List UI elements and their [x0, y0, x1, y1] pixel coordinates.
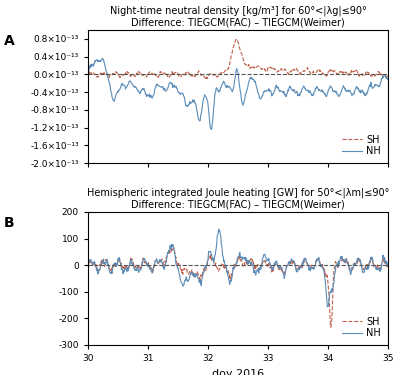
Text: B: B [4, 216, 15, 229]
SH [312, 70, 317, 75]
SH [287, 71, 292, 75]
SH [139, 71, 144, 76]
SH [172, 246, 176, 250]
SH [312, 266, 317, 270]
NH [139, 88, 144, 93]
NH [163, 264, 168, 268]
Line: SH: SH [88, 39, 388, 80]
Legend: SH, NH: SH, NH [340, 133, 383, 158]
NH [312, 264, 317, 269]
NH [263, 89, 268, 94]
NH [209, 127, 214, 132]
SH [263, 69, 268, 74]
NH [222, 258, 227, 263]
SH [163, 258, 168, 263]
SH [263, 259, 268, 264]
SH [328, 325, 333, 330]
Line: SH: SH [88, 248, 388, 327]
SH [386, 263, 390, 268]
Legend: SH, NH: SH, NH [340, 315, 383, 340]
SH [234, 37, 239, 42]
Text: A: A [4, 34, 15, 48]
NH [386, 264, 390, 268]
SH [86, 263, 90, 267]
NH [100, 56, 105, 60]
NH [312, 89, 317, 93]
SH [222, 70, 227, 74]
NH [86, 69, 90, 74]
SH [286, 261, 291, 265]
NH [222, 81, 227, 86]
SH [163, 70, 168, 75]
SH [86, 72, 90, 77]
SH [386, 73, 390, 78]
NH [287, 85, 292, 90]
NH [263, 254, 268, 258]
SH [204, 77, 208, 82]
NH [286, 260, 291, 264]
NH [325, 304, 330, 309]
SH [139, 265, 144, 269]
NH [86, 261, 90, 265]
Title: Hemispheric integrated Joule heating [GW] for 50°<|λm|≤90°
Difference: TIEGCM(FA: Hemispheric integrated Joule heating [GW… [87, 188, 389, 210]
NH [163, 89, 168, 93]
SH [222, 266, 227, 270]
Title: Night-time neutral density [kg/m³] for 60°<|λg|≤90°
Difference: TIEGCM(FAC) – TI: Night-time neutral density [kg/m³] for 6… [110, 6, 366, 28]
NH [216, 227, 221, 231]
NH [139, 267, 144, 272]
X-axis label: doy 2016: doy 2016 [212, 369, 264, 375]
NH [386, 75, 390, 80]
Line: NH: NH [88, 58, 388, 129]
Line: NH: NH [88, 229, 388, 307]
